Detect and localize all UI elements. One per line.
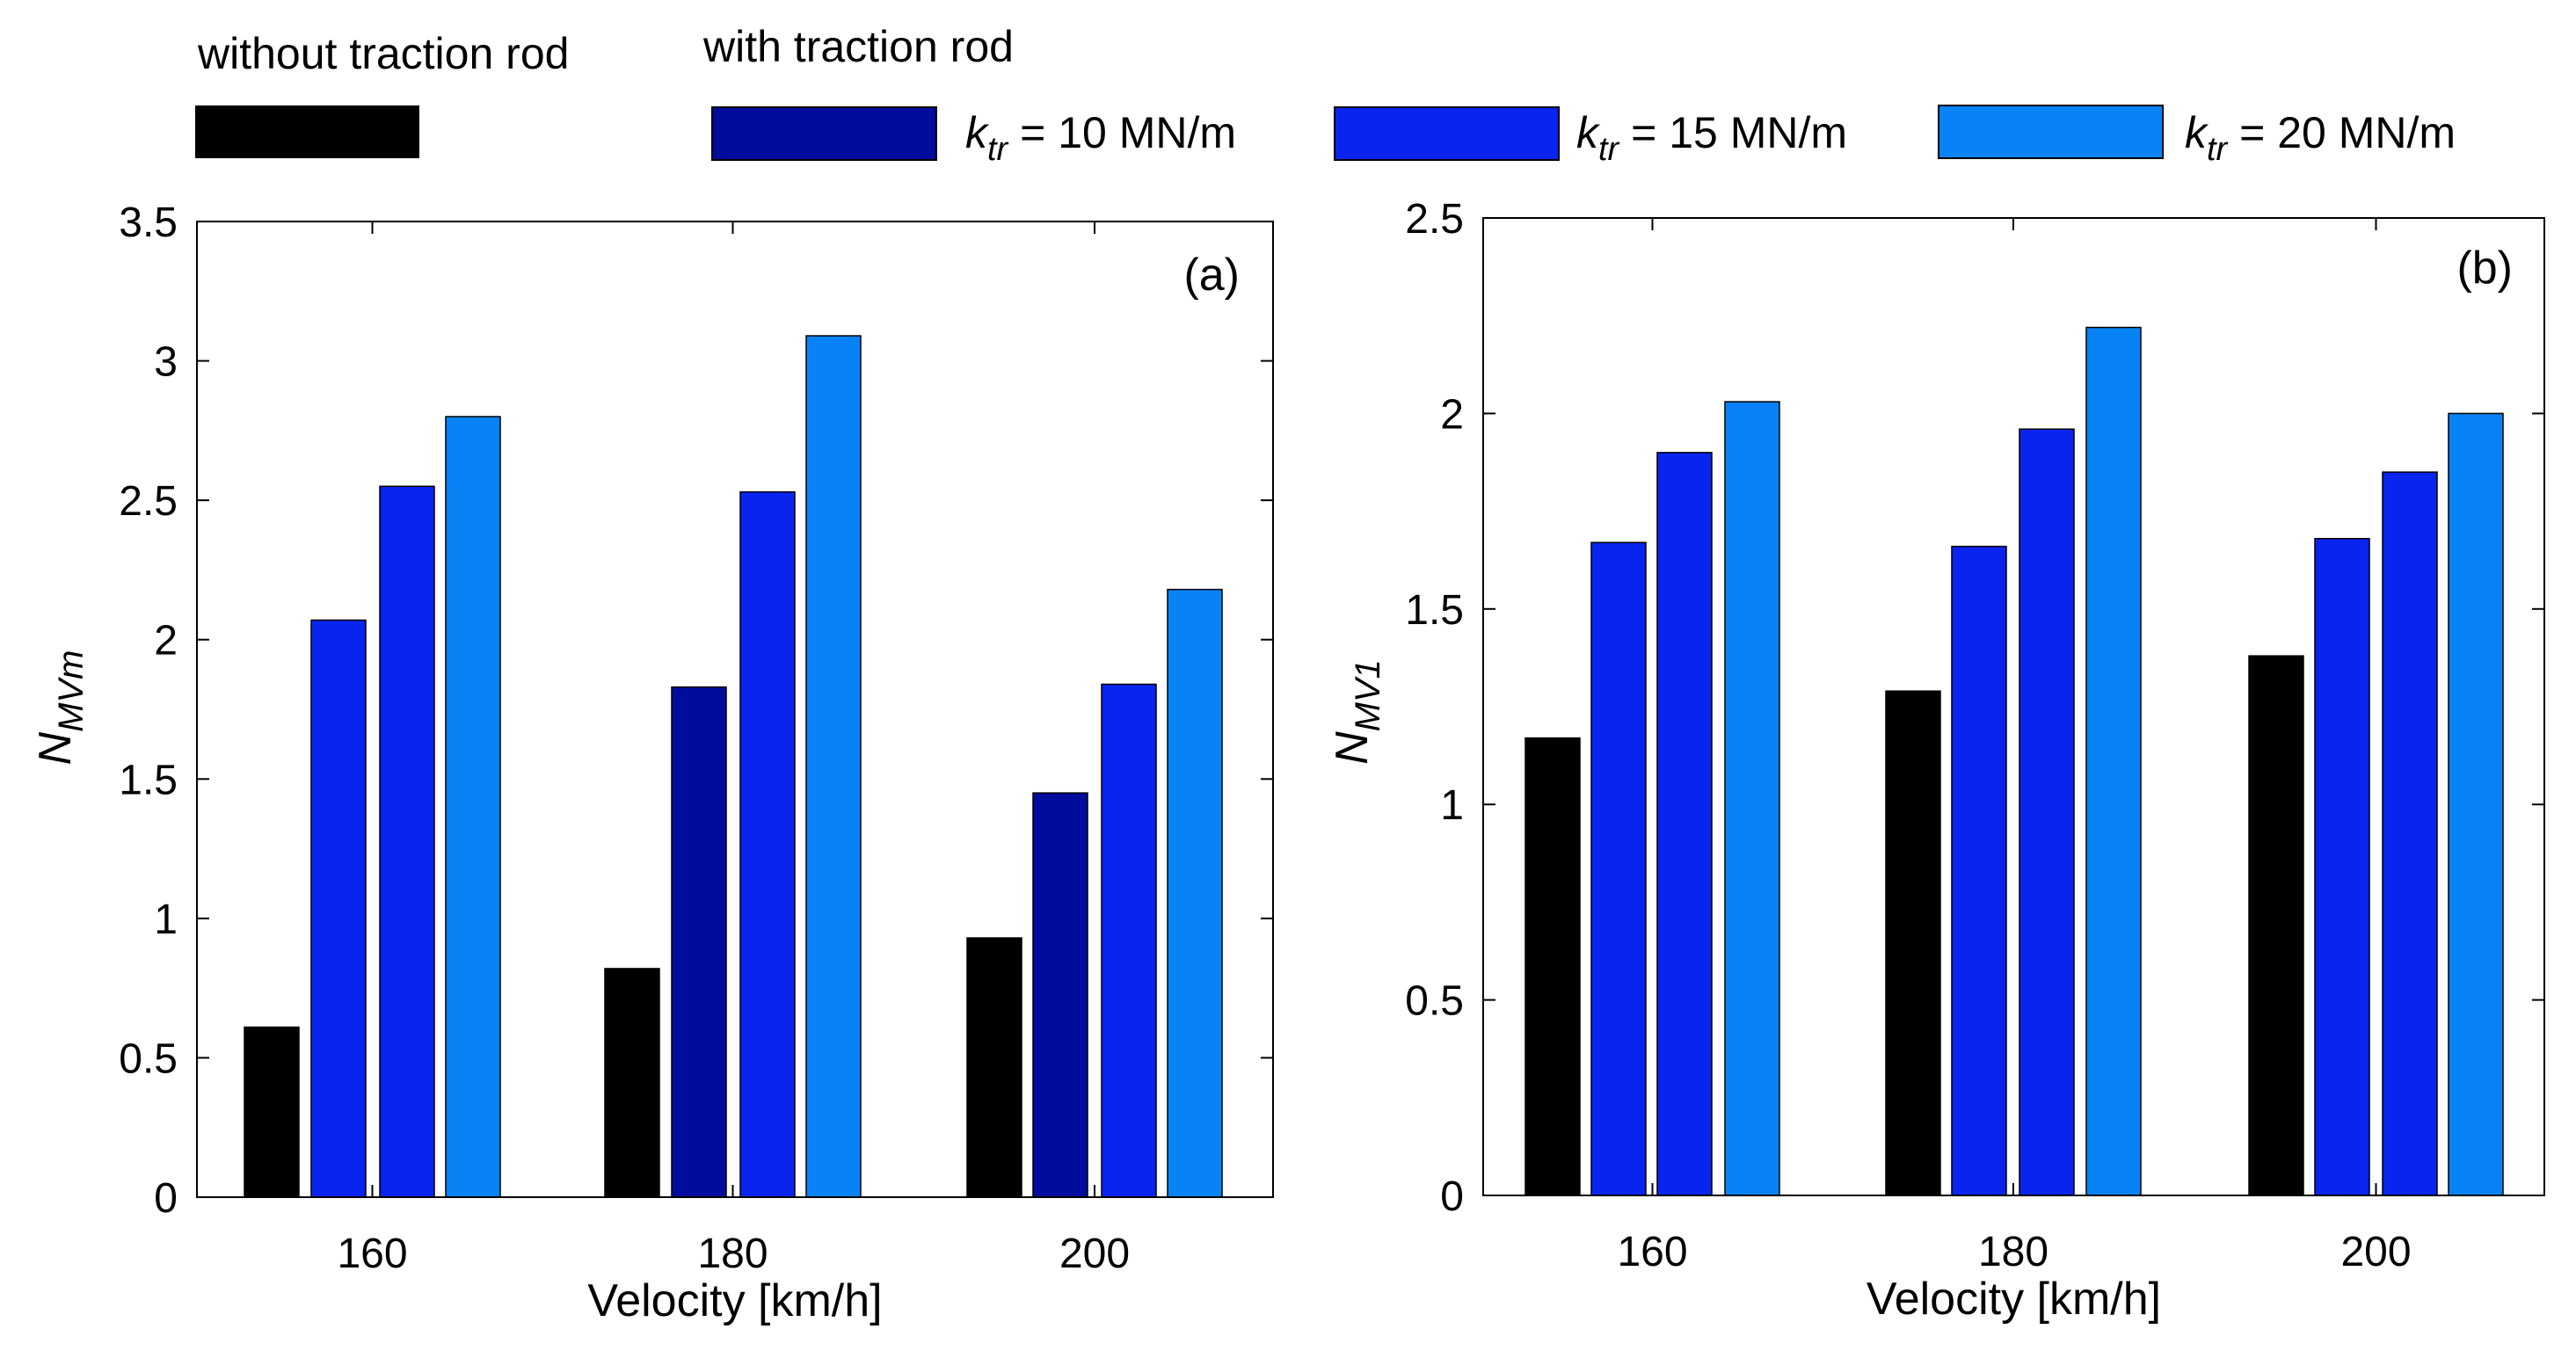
bar-200-k10 — [2314, 537, 2370, 1196]
y-tick-label: 2 — [154, 618, 178, 665]
x-tick-label: 160 — [1617, 1229, 1687, 1275]
legend-entry-k20: ktr = 20 MN/m — [2185, 108, 2456, 168]
y-tick-label: 3.5 — [119, 200, 178, 246]
bar-160-k20 — [445, 416, 501, 1198]
y-tick-label: 2.5 — [119, 478, 178, 525]
x-tick-label: 200 — [1059, 1231, 1130, 1277]
bar-200-k10 — [1032, 792, 1088, 1198]
y-tick-label: 1.5 — [119, 757, 178, 803]
y-tick-label: 1.5 — [1405, 587, 1464, 634]
bar-180-k20 — [805, 335, 862, 1198]
bar-180-k15 — [2019, 428, 2075, 1196]
bar-160-without — [244, 1026, 300, 1198]
bar-200-k15 — [1101, 683, 1157, 1198]
bar-160-k20 — [1724, 401, 1780, 1196]
chart-panel-b: 0 0.5 1 1.5 2 2.5 160 180 200 Velocity [km/h] NMV1… — [1327, 196, 2545, 1325]
legend-entry-k10: ktr = 10 MN/m — [965, 108, 1236, 168]
bar-160-k15 — [1656, 452, 1713, 1196]
legend-group-with-label: with traction rod — [702, 22, 1014, 71]
bar-200-without — [2248, 655, 2304, 1196]
bar-180-without — [604, 968, 660, 1198]
panel-label: (b) — [2456, 243, 2513, 294]
x-tick-label: 180 — [697, 1231, 768, 1277]
bar-180-k10 — [1951, 545, 2007, 1196]
bar-180-k15 — [739, 490, 796, 1198]
panel-label: (a) — [1183, 250, 1240, 301]
x-tick-label: 200 — [2340, 1229, 2411, 1275]
x-tick-label: 160 — [337, 1231, 407, 1277]
bar-160-k10 — [1590, 541, 1647, 1196]
bar-180-without — [1885, 690, 1941, 1196]
legend-swatch-k20 — [1938, 105, 2164, 159]
bar-200-without — [966, 937, 1022, 1198]
y-axis-label: NMV1 — [1327, 659, 1387, 765]
legend-group-without-label: without traction rod — [197, 29, 569, 78]
bar-200-k15 — [2382, 471, 2438, 1196]
legend-swatch-k10 — [711, 106, 937, 161]
bar-180-k10 — [671, 686, 727, 1198]
x-axis-label: Velocity [km/h] — [587, 1275, 882, 1326]
y-tick-label: 3 — [154, 339, 178, 386]
y-tick-label: 2.5 — [1405, 196, 1464, 243]
bar-160-k10 — [310, 619, 367, 1198]
legend-swatch-k15 — [1334, 106, 1560, 161]
bar-200-k20 — [1167, 588, 1223, 1198]
legend-swatch-without — [195, 105, 419, 158]
y-tick-label: 1 — [1440, 782, 1464, 829]
y-tick-label: 0 — [1440, 1173, 1464, 1220]
bar-200-k20 — [2448, 412, 2504, 1196]
y-tick-label: 0.5 — [1405, 978, 1464, 1025]
y-tick-label: 0 — [154, 1175, 178, 1222]
y-tick-label: 2 — [1440, 391, 1464, 438]
x-tick-label: 180 — [1978, 1229, 2048, 1275]
bar-160-k15 — [379, 485, 435, 1198]
legend: without traction rod with traction rod k… — [195, 22, 2456, 168]
bar-180-k20 — [2085, 326, 2142, 1196]
chart-panel-a: 0 0.5 1 1.5 2 2.5 3 3.5 160 180 200 Velocity [km/h]… — [30, 200, 1274, 1326]
x-axis-label: Velocity [km/h] — [1867, 1274, 2161, 1325]
y-tick-label: 0.5 — [119, 1035, 178, 1082]
y-tick-label: 1 — [154, 897, 178, 943]
bar-160-without — [1524, 737, 1581, 1196]
plot-frame — [196, 221, 1274, 1198]
y-axis-label: NMVm — [30, 650, 91, 766]
legend-entry-k15: ktr = 15 MN/m — [1576, 108, 1847, 168]
